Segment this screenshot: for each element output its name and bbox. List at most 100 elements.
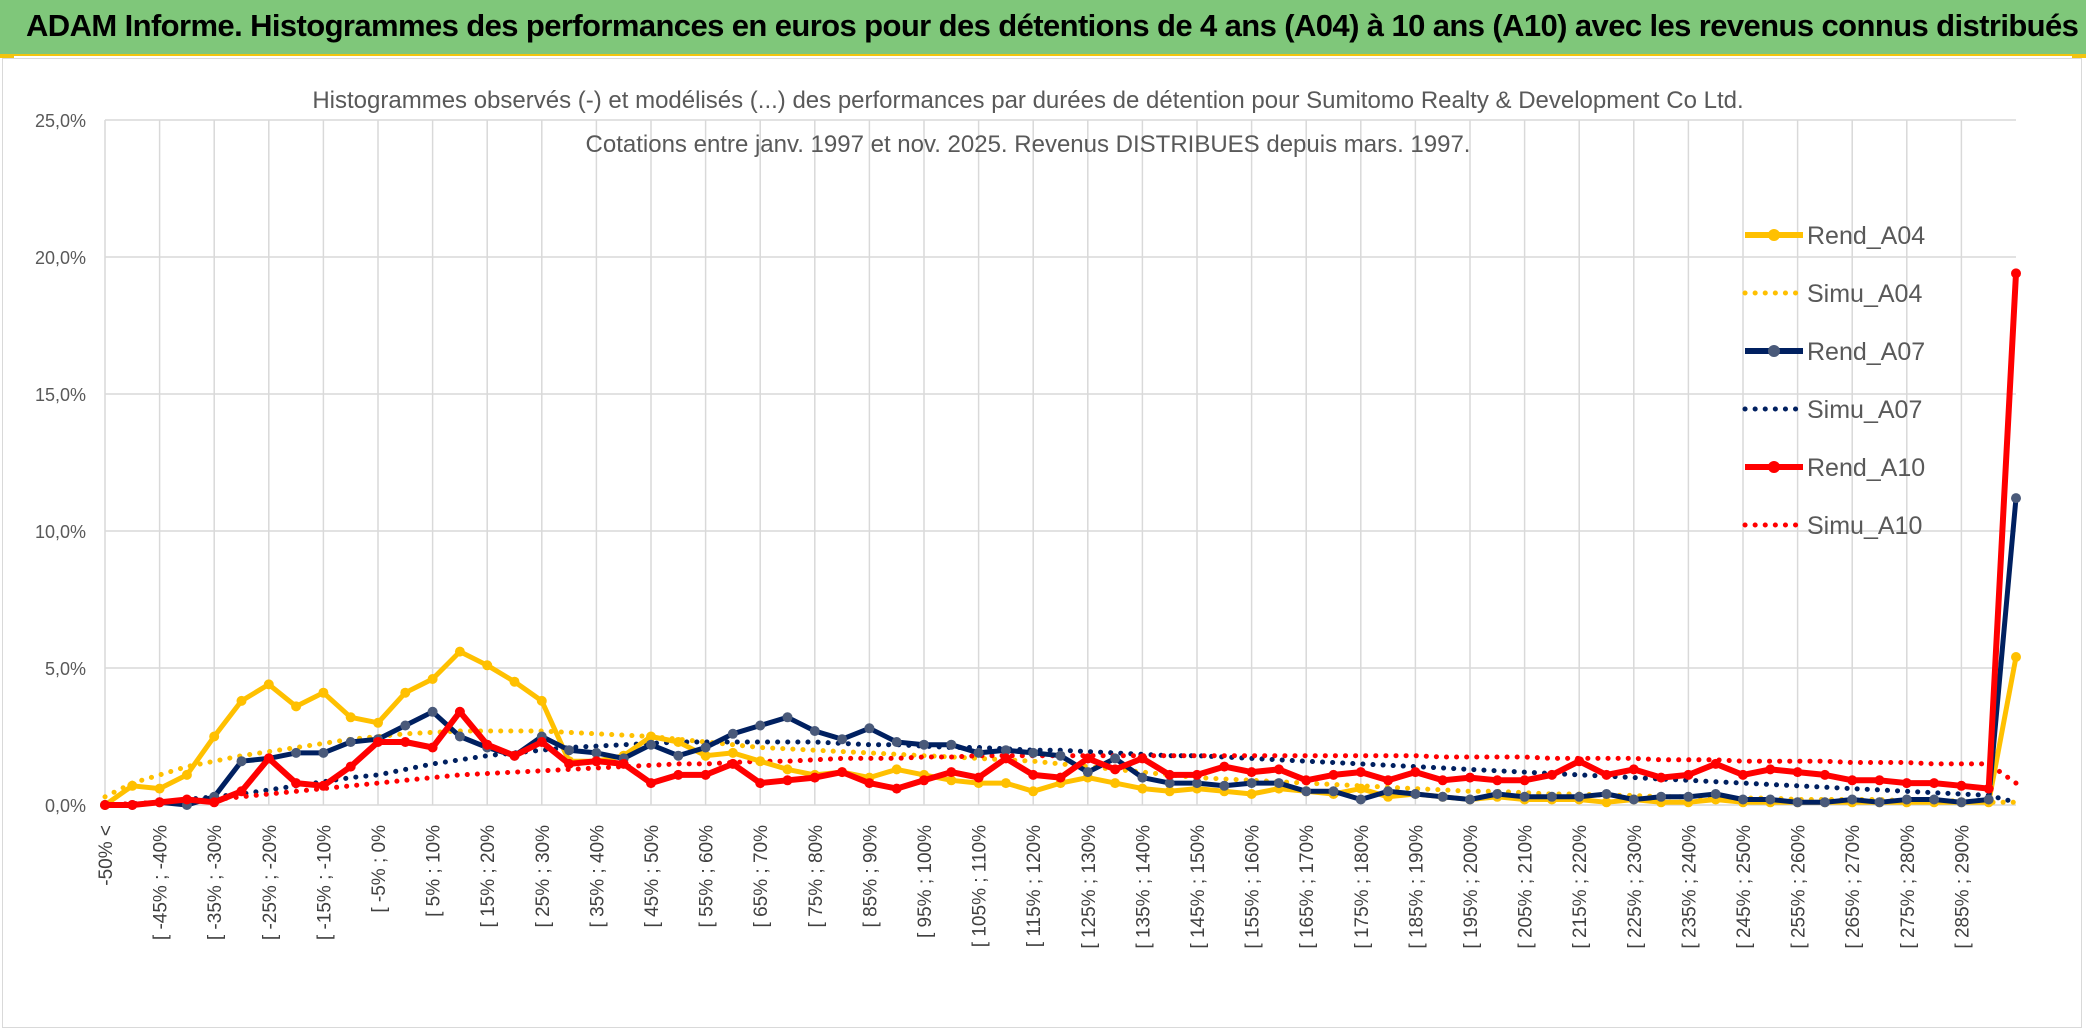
data-point: [1546, 791, 1557, 802]
data-point: [891, 783, 902, 794]
data-point: [1000, 778, 1011, 789]
data-point: [263, 753, 274, 764]
data-point: [1465, 772, 1475, 783]
chart-title: Histogrammes observés (-) et modélisés (…: [312, 87, 1743, 114]
data-point: [727, 728, 738, 739]
x-tick-label: [ 55% ; 60%: [697, 825, 718, 928]
x-tick-label: [ 115% ; 120%: [1024, 825, 1045, 947]
data-point: [591, 747, 602, 758]
series-rend-a10: [100, 268, 2021, 810]
data-point: [536, 695, 547, 706]
data-point: [1437, 791, 1448, 802]
data-point: [1574, 791, 1585, 802]
legend-item-simu-a10: Simu_A10: [1742, 512, 1922, 540]
data-point: [345, 761, 356, 772]
data-point: [1301, 775, 1312, 786]
x-tick-label: [ 185% ; 190%: [1406, 825, 1427, 949]
x-tick-label: [ 275% ; 280%: [1898, 825, 1919, 949]
x-tick-label: [ 75% ; 80%: [806, 825, 827, 928]
data-point: [755, 720, 766, 731]
y-tick-label: 0,0%: [45, 796, 86, 816]
data-point: [127, 800, 138, 810]
data-point: [1110, 753, 1121, 764]
data-point: [1929, 794, 1940, 805]
x-tick-label: [ 105% ; 110%: [970, 825, 991, 947]
data-point: [755, 756, 766, 767]
data-point: [482, 660, 493, 671]
legend-marker: [1768, 229, 1780, 241]
data-point: [864, 778, 875, 789]
data-point: [1683, 791, 1694, 802]
data-point: [1273, 764, 1284, 775]
data-point: [291, 701, 302, 712]
data-point: [1000, 745, 1011, 756]
data-point: [1847, 794, 1858, 805]
data-point: [127, 780, 138, 791]
data-point: [1765, 764, 1776, 775]
data-point: [782, 712, 793, 723]
data-point: [291, 778, 302, 789]
x-tick-label: [ -45% ; -40%: [151, 825, 172, 940]
data-point: [973, 772, 984, 783]
data-point: [427, 742, 438, 753]
data-point: [1164, 769, 1175, 780]
data-point: [727, 758, 738, 769]
data-point: [1328, 769, 1339, 780]
data-point: [1192, 769, 1202, 780]
data-point: [154, 783, 165, 794]
data-point: [1765, 794, 1776, 805]
x-tick-label: [ 195% ; 200%: [1461, 825, 1482, 949]
data-point: [1601, 789, 1612, 799]
data-point: [1601, 797, 1612, 808]
x-tick-label: -50% <: [96, 825, 117, 886]
data-point: [700, 742, 711, 753]
data-point: [673, 769, 684, 780]
x-tick-label: [ 155% ; 160%: [1243, 825, 1264, 949]
data-point: [1574, 756, 1585, 767]
data-point: [345, 712, 356, 723]
data-point: [1738, 769, 1748, 780]
data-point: [700, 769, 711, 780]
data-point: [373, 737, 383, 747]
data-point: [236, 786, 247, 797]
x-tick-label: [ 205% ; 210%: [1516, 825, 1537, 949]
data-point: [454, 731, 465, 742]
x-tick-label: [ 165% ; 170%: [1297, 825, 1318, 949]
data-point: [919, 775, 929, 786]
series-line: [102, 739, 2019, 808]
legend-item-rend-a10: Rend_A10: [1745, 454, 1925, 482]
data-point: [291, 747, 302, 758]
data-point: [400, 737, 411, 747]
data-point: [946, 775, 957, 786]
legend-label: Rend_A04: [1807, 222, 1925, 250]
data-point: [1628, 794, 1639, 805]
legend-item-simu-a07: Simu_A07: [1742, 396, 1922, 424]
x-tick-label: [ -25% ; -20%: [260, 825, 281, 940]
data-point: [1219, 780, 1230, 791]
x-tick-label: [ 175% ; 180%: [1352, 825, 1373, 949]
data-point: [1519, 775, 1530, 786]
data-point: [1983, 794, 1994, 805]
data-point: [564, 745, 575, 756]
data-point: [1874, 797, 1885, 808]
data-point: [1410, 767, 1421, 778]
data-point: [618, 758, 629, 769]
data-point: [700, 750, 711, 761]
data-point: [646, 731, 656, 742]
data-point: [1219, 761, 1230, 772]
series-line: [105, 273, 2019, 808]
data-point: [1246, 789, 1257, 799]
data-point: [919, 739, 929, 750]
x-tick-label: [ 255% ; 260%: [1789, 825, 1810, 949]
data-point: [1656, 791, 1667, 802]
legend-item-rend-a04: Rend_A04: [1745, 222, 1925, 250]
data-point: [509, 676, 520, 687]
data-point: [1328, 786, 1339, 797]
data-point: [1355, 767, 1366, 778]
data-point: [1355, 783, 1366, 794]
data-point: [1055, 772, 1066, 783]
data-point: [1192, 778, 1202, 789]
x-tick-label: [ 225% ; 230%: [1625, 825, 1646, 949]
data-point: [1028, 769, 1039, 780]
